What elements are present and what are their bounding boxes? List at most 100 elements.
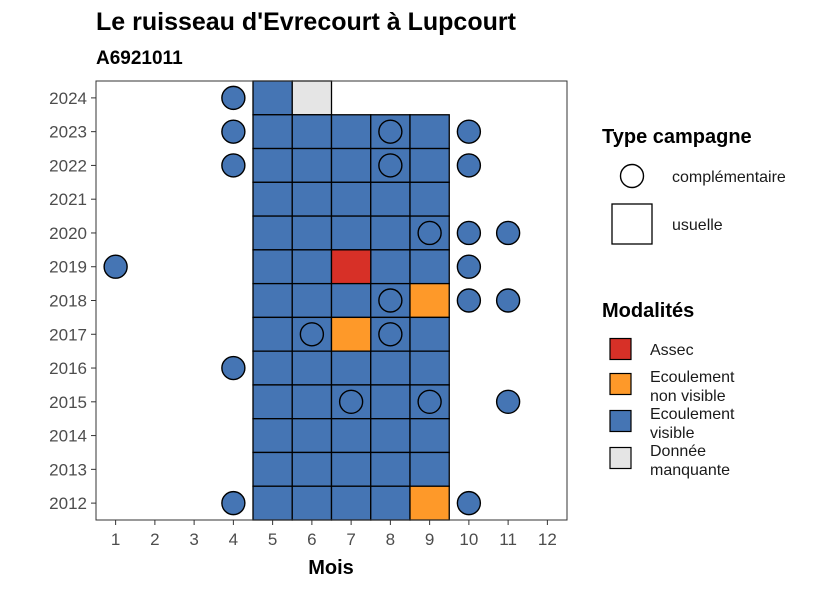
legend-label-ecoulement_visible: Ecoulement visible — [650, 406, 735, 442]
usuelle-tile-2019-6 — [291, 249, 333, 285]
complementaire-points-layer — [103, 85, 521, 516]
x-tick-label-11: 11 — [499, 530, 517, 549]
usuelle-tile-2019-7 — [330, 249, 372, 285]
y-tick-label-2012: 2012 — [49, 494, 87, 513]
y-axis: 2024 2023 2022 2021 2020 2019 2018 2017 2016 2015… — [49, 89, 96, 513]
usuelle-tile-2021-8 — [370, 181, 411, 217]
usuelle-tile-2013-6 — [291, 451, 333, 487]
usuelle-tile-2021-6 — [291, 181, 333, 217]
y-tick-label-2020: 2020 — [49, 224, 87, 243]
usuelle-tile-2018-7 — [330, 282, 372, 319]
complementaire-point-2015-7 — [338, 389, 364, 415]
legend-modalites: Modalités Assec Ecoulement non visibleEcoul… — [602, 300, 735, 479]
y-tick-label-2015: 2015 — [49, 393, 87, 412]
complementaire-point-2023-10 — [456, 119, 482, 144]
x-tick-label-8: 8 — [386, 530, 395, 549]
usuelle-tile-2017-9 — [409, 316, 450, 352]
legend-label-donnee_manquante: Donnée manquante — [650, 443, 730, 479]
legend-swatch-donnee_manquante — [609, 446, 632, 470]
legend-campagne-title: Type campagne — [602, 126, 752, 148]
legend-swatch-assec — [609, 337, 632, 361]
complementaire-point-2017-6 — [299, 322, 325, 347]
usuelle-tile-2020-8 — [370, 215, 411, 251]
x-axis-title: Mois — [308, 557, 354, 579]
usuelle-tile-2016-5 — [252, 350, 293, 386]
complementaire-point-2023-4 — [221, 119, 246, 144]
y-tick-label-2023: 2023 — [49, 123, 87, 142]
complementaire-point-2018-11 — [495, 288, 521, 313]
usuelle-tile-2014-9 — [409, 418, 450, 454]
legend-swatch-ecoulement_visible — [609, 409, 632, 433]
usuelle-tile-2013-9 — [409, 451, 450, 487]
usuelle-tile-2017-5 — [252, 316, 293, 352]
x-tick-label-4: 4 — [229, 530, 238, 549]
usuelle-tile-2014-5 — [252, 418, 293, 454]
legend-label-assec: Assec — [650, 342, 694, 359]
chart-title: Le ruisseau d'Evrecourt à Lupcourt — [96, 8, 517, 36]
complementaire-point-2012-10 — [456, 490, 482, 516]
usuelle-tile-2014-7 — [330, 418, 372, 454]
usuelle-tile-2015-5 — [252, 384, 293, 420]
usuelle-tile-2019-8 — [370, 249, 411, 285]
complementaire-point-2018-10 — [456, 288, 482, 313]
usuelle-tile-2018-5 — [252, 282, 293, 319]
chart-subtitle: A6921011 — [96, 48, 183, 69]
complementaire-point-2019-1 — [103, 254, 128, 279]
usuelle-tile-2015-6 — [291, 384, 333, 420]
complementaire-point-2022-10 — [456, 153, 482, 178]
complementaire-point-2022-4 — [221, 153, 246, 178]
y-tick-label-2019: 2019 — [49, 258, 87, 277]
y-tick-label-2021: 2021 — [49, 190, 87, 209]
usuelle-tile-2023-6 — [291, 114, 333, 150]
x-tick-label-5: 5 — [268, 530, 277, 549]
usuelle-tile-2013-8 — [370, 451, 411, 487]
usuelle-tile-2013-5 — [252, 451, 293, 487]
complementaire-point-2020-9 — [417, 220, 442, 246]
complementaire-point-2019-10 — [456, 254, 482, 279]
y-tick-label-2017: 2017 — [49, 325, 87, 344]
usuelle-tile-2022-6 — [291, 147, 333, 183]
usuelle-tile-2012-8 — [370, 485, 411, 521]
usuelle-tile-2022-7 — [330, 147, 372, 183]
complementaire-point-2016-4 — [221, 355, 246, 381]
usuelle-tile-2012-5 — [252, 485, 293, 521]
usuelle-tile-2022-5 — [252, 147, 293, 183]
usuelle-tile-2014-6 — [291, 418, 333, 454]
complementaire-point-2015-9 — [417, 389, 442, 415]
usuelle-tile-2012-6 — [291, 485, 333, 521]
usuelle-tile-2021-9 — [409, 181, 450, 217]
usuelle-tile-2023-7 — [330, 114, 372, 150]
x-tick-label-6: 6 — [307, 530, 316, 549]
x-tick-label-7: 7 — [346, 530, 355, 549]
complementaire-point-2012-4 — [221, 490, 246, 516]
y-tick-label-2014: 2014 — [49, 427, 87, 446]
usuelle-tile-2018-9 — [409, 282, 450, 319]
usuelle-tile-2012-9 — [409, 485, 450, 521]
usuelle-tile-2024-5 — [252, 80, 293, 116]
usuelle-tile-2016-8 — [370, 350, 411, 386]
usuelle-tile-2019-5 — [252, 249, 293, 285]
usuelle-tile-2019-9 — [409, 249, 450, 285]
y-tick-label-2013: 2013 — [49, 460, 87, 479]
y-tick-label-2024: 2024 — [49, 89, 87, 108]
usuelle-tile-2024-6 — [291, 80, 333, 116]
y-tick-label-2018: 2018 — [49, 292, 87, 311]
complementaire-point-2015-11 — [495, 389, 521, 415]
x-tick-label-3: 3 — [189, 530, 198, 549]
legend-modalites-title: Modalités — [602, 300, 694, 322]
x-tick-label-10: 10 — [459, 530, 478, 549]
usuelle-tile-2018-6 — [291, 282, 333, 319]
legend-type-campagne: Type campagne complémentaire usuelle — [602, 126, 786, 245]
y-tick-label-2022: 2022 — [49, 156, 87, 175]
usuelle-tile-2013-7 — [330, 451, 372, 487]
legend-swatch-ecoulement_non_visible — [609, 372, 632, 396]
complementaire-point-2022-8 — [378, 153, 403, 178]
x-tick-label-2: 2 — [150, 530, 159, 549]
usuelle-tile-2020-6 — [291, 215, 333, 251]
x-tick-label-1: 1 — [111, 530, 120, 549]
legend-key-usuelle — [611, 203, 653, 245]
usuelle-tile-2014-8 — [370, 418, 411, 454]
usuelle-tile-2012-7 — [330, 485, 372, 521]
usuelle-tile-2017-7 — [330, 316, 372, 352]
